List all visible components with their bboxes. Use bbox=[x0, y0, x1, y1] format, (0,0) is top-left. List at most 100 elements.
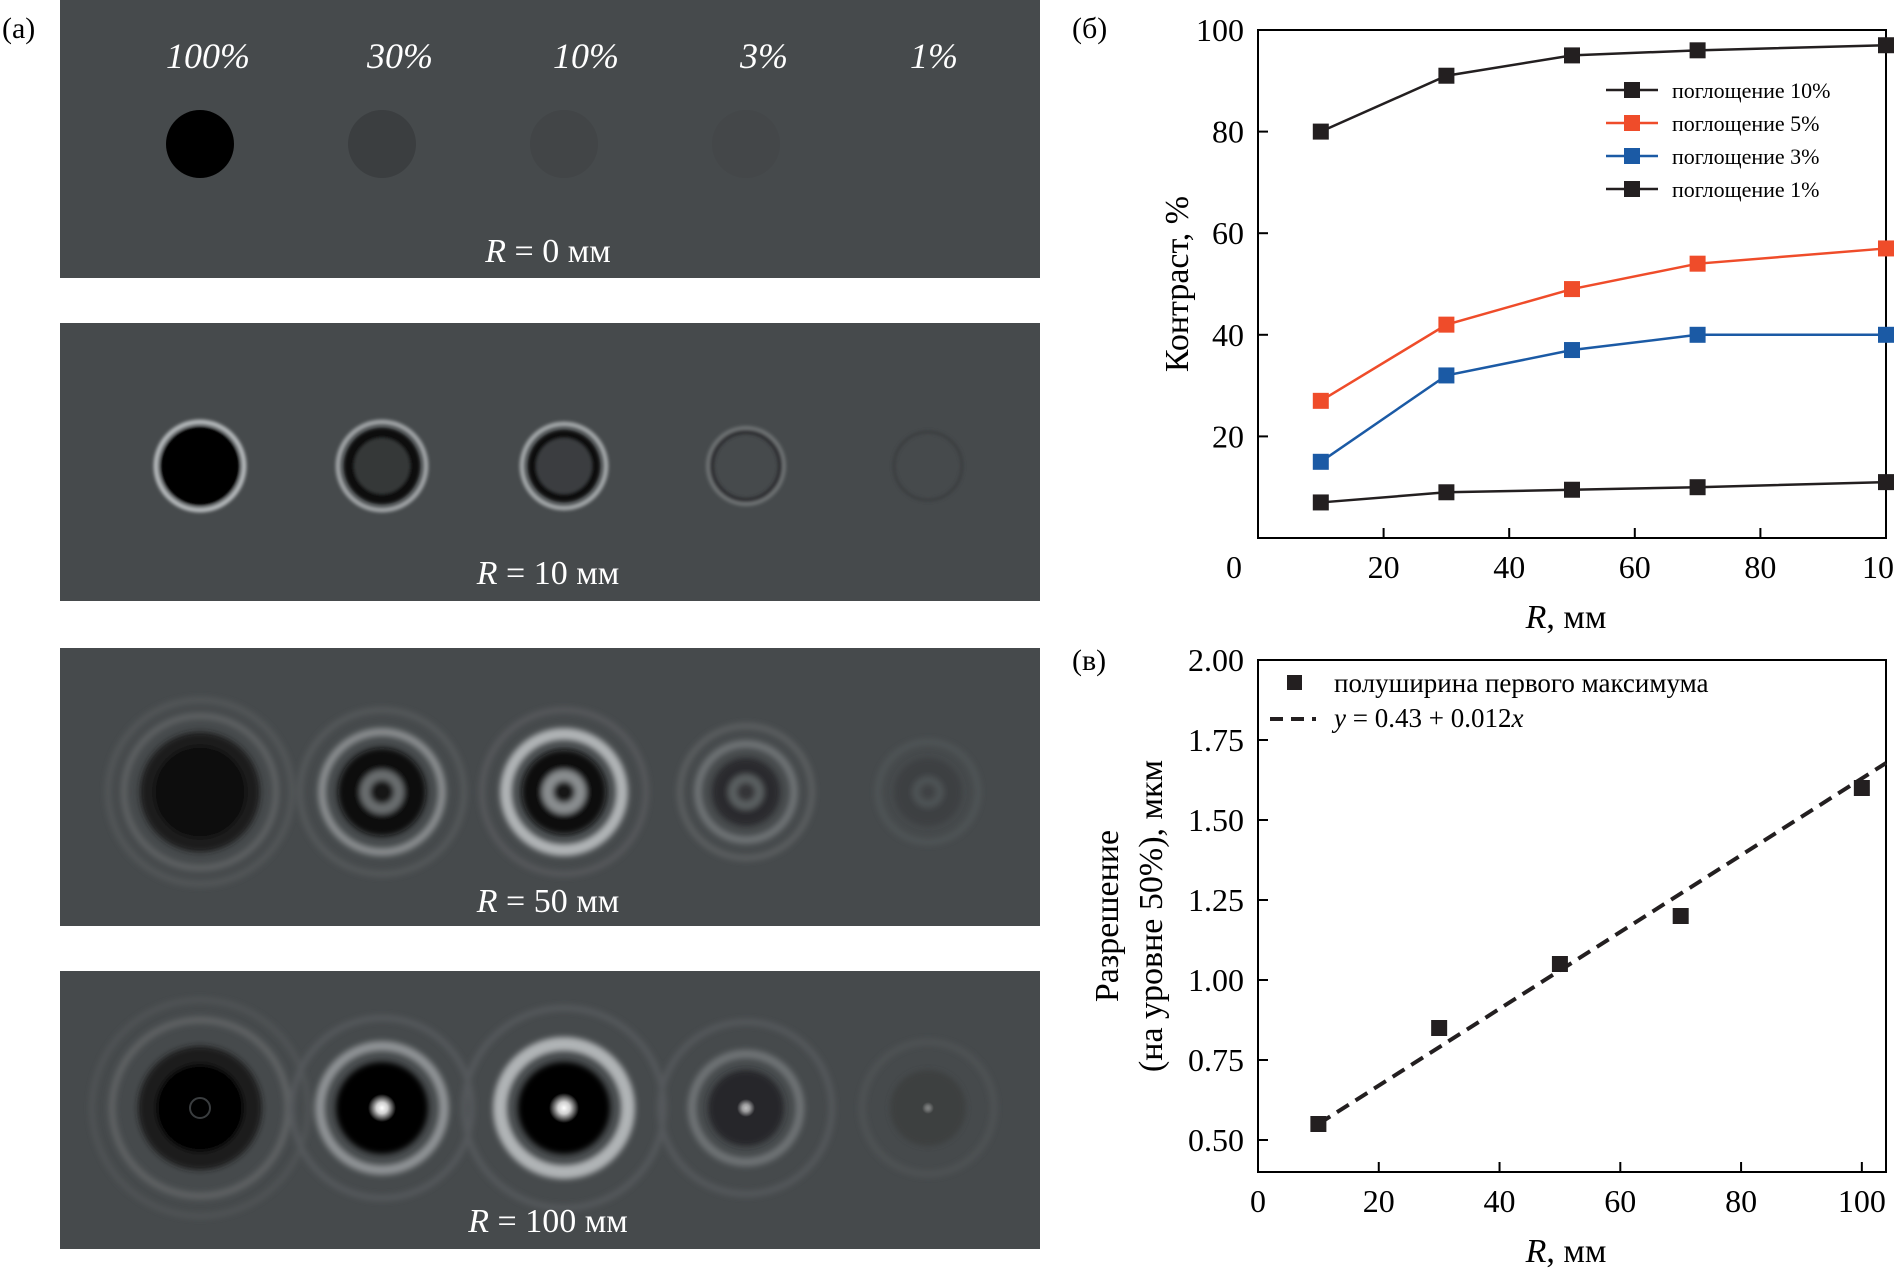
point-b-1-4 bbox=[1878, 240, 1894, 257]
point-b-2-1 bbox=[1438, 367, 1455, 384]
column-label-3: 3% bbox=[739, 36, 788, 76]
column-label-10: 10% bbox=[553, 36, 619, 76]
x-axis-title-b: R, мм bbox=[1525, 599, 1607, 636]
column-label-100: 100% bbox=[166, 36, 250, 76]
x-tick-label-c-1: 20 bbox=[1363, 1183, 1395, 1219]
spot-3-r1 bbox=[706, 426, 786, 506]
spot-1-r2 bbox=[875, 739, 981, 845]
x-axis-title-c: R, мм bbox=[1525, 1233, 1607, 1270]
point-b-1-3 bbox=[1689, 255, 1706, 272]
point-b-0-3 bbox=[1689, 42, 1706, 59]
y-tick-label-c-3: 1.25 bbox=[1188, 882, 1244, 918]
row-label-r3: R = 100 мм bbox=[467, 1203, 628, 1240]
y-axis-title-c: Разрешение (на уровне 50%), мкм bbox=[1089, 760, 1170, 1072]
panel-a-row-0: 100% 30% 10% 3% 1% R = 0 мм bbox=[60, 0, 1040, 278]
row-label-r2: R = 50 мм bbox=[476, 883, 620, 920]
legend-b: поглощение 10% поглощение 5% поглощение 3%… bbox=[1606, 78, 1831, 202]
point-b-3-2 bbox=[1564, 481, 1580, 498]
x-tick-label-c-3: 60 bbox=[1604, 1183, 1636, 1219]
x-tick-label-b-1: 20 bbox=[1368, 549, 1400, 585]
point-b-2-0 bbox=[1312, 453, 1329, 470]
fit-line-c bbox=[1317, 761, 1888, 1126]
spot-10-r0 bbox=[530, 110, 598, 178]
y-axis-b: 20 40 60 80 100 bbox=[1196, 12, 1268, 454]
point-b-1-2 bbox=[1564, 281, 1580, 298]
plot-area-b bbox=[1257, 29, 1887, 539]
x-tick-label-c-4: 80 bbox=[1725, 1183, 1757, 1219]
chart-contrast: (б) 0 20 40 60 80 100 20 40 60 80 100 поглощение … bbox=[1072, 12, 1895, 636]
spot-3-r2 bbox=[677, 723, 815, 861]
y-tick-label-b-3: 80 bbox=[1212, 114, 1244, 150]
point-b-3-3 bbox=[1689, 479, 1706, 496]
point-b-0-0 bbox=[1312, 123, 1329, 140]
series-line-b-3 bbox=[1320, 480, 1887, 504]
point-b-1-1 bbox=[1438, 316, 1455, 333]
x-axis-b: 0 20 40 60 80 100 bbox=[1226, 528, 1895, 585]
spot-30-r2 bbox=[297, 707, 467, 877]
point-b-3-1 bbox=[1438, 484, 1455, 501]
x-tick-label-c-5: 100 bbox=[1838, 1183, 1886, 1219]
point-b-0-4 bbox=[1878, 37, 1894, 54]
spot-100-r1 bbox=[153, 419, 247, 513]
panel-a-row-1: R = 10 мм bbox=[60, 323, 1040, 601]
series-group-b bbox=[1312, 37, 1894, 511]
panel-a-row-2: R = 50 мм bbox=[60, 648, 1040, 926]
spot-100-r2 bbox=[105, 697, 295, 887]
legend-marker-c0 bbox=[1287, 675, 1302, 690]
spot-10-r1 bbox=[519, 421, 609, 511]
plot-area-c bbox=[1257, 659, 1887, 1173]
panel-a: (а) 100% 30% 10% 3% 1% R = 0 мм bbox=[2, 0, 1040, 1249]
series-line-b-2 bbox=[1320, 333, 1886, 463]
y-tick-label-c-2: 1.00 bbox=[1188, 962, 1244, 998]
spot-100-r3 bbox=[89, 997, 311, 1219]
y-axis-c: 0.50 0.75 1.00 1.25 1.50 1.75 2.00 bbox=[1188, 642, 1268, 1158]
y-tick-label-b-0: 20 bbox=[1212, 418, 1244, 454]
x-tick-label-c-2: 40 bbox=[1484, 1183, 1516, 1219]
point-c-0-4 bbox=[1853, 780, 1870, 796]
y-tick-label-b-4: 100 bbox=[1196, 12, 1244, 48]
panel-a-row-3: R = 100 мм bbox=[60, 971, 1040, 1249]
legend-marker-b-2 bbox=[1624, 148, 1640, 164]
legend-label-b-1: поглощение 5% bbox=[1672, 111, 1820, 136]
column-label-1: 1% bbox=[910, 36, 958, 76]
legend-marker-b-3 bbox=[1624, 181, 1640, 197]
legend-label-b-3: поглощение 1% bbox=[1672, 177, 1820, 202]
row-label-r0: R = 0 мм bbox=[484, 233, 611, 270]
y-tick-label-b-1: 40 bbox=[1212, 317, 1244, 353]
y-axis-title-c-line1: Разрешение bbox=[1089, 830, 1126, 1002]
spot-10-r2 bbox=[479, 707, 649, 877]
legend-label-c0: полуширина первого максимума bbox=[1334, 668, 1708, 698]
panel-c-label: (в) bbox=[1072, 644, 1106, 677]
legend-c: полуширина первого максимума y = 0.43 + … bbox=[1270, 668, 1708, 733]
point-b-1-0 bbox=[1312, 392, 1329, 409]
x-axis-c: 0 20 40 60 80 100 bbox=[1250, 1162, 1886, 1219]
y-tick-label-c-5: 1.75 bbox=[1188, 722, 1244, 758]
chart-resolution: (в) 0 20 40 60 80 100 0.50 0.75 1.00 1.25 1.50 1.7… bbox=[1072, 642, 1888, 1270]
legend-label-b-0: поглощение 10% bbox=[1672, 78, 1831, 103]
point-c-0-1 bbox=[1431, 1020, 1448, 1036]
x-tick-label-b-4: 80 bbox=[1744, 549, 1776, 585]
point-b-3-4 bbox=[1878, 474, 1894, 491]
point-b-0-1 bbox=[1438, 67, 1455, 84]
y-axis-title-c-line2: (на уровне 50%), мкм bbox=[1133, 760, 1170, 1072]
point-c-0-0 bbox=[1310, 1116, 1327, 1132]
y-tick-label-b-2: 60 bbox=[1212, 215, 1244, 251]
spot-1-r1 bbox=[892, 430, 964, 502]
legend-marker-b-1 bbox=[1624, 115, 1640, 131]
y-axis-title-b: Контраст, % bbox=[1159, 196, 1196, 372]
spot-3-r0 bbox=[712, 110, 780, 178]
point-b-2-3 bbox=[1689, 326, 1706, 343]
x-tick-label-b-3: 60 bbox=[1619, 549, 1651, 585]
spot-100-r0 bbox=[166, 110, 234, 178]
point-c-0-3 bbox=[1672, 908, 1689, 924]
x-tick-label-b-0: 0 bbox=[1226, 549, 1242, 585]
y-tick-label-c-4: 1.50 bbox=[1188, 802, 1244, 838]
series-line-b-1 bbox=[1320, 247, 1887, 402]
panel-b-label: (б) bbox=[1072, 12, 1107, 45]
point-c-0-2 bbox=[1551, 956, 1568, 972]
row-label-r1: R = 10 мм bbox=[476, 555, 620, 592]
panel-a-label: (а) bbox=[2, 12, 35, 45]
x-tick-label-b-5: 100 bbox=[1862, 549, 1895, 585]
y-tick-label-c-6: 2.00 bbox=[1188, 642, 1244, 678]
